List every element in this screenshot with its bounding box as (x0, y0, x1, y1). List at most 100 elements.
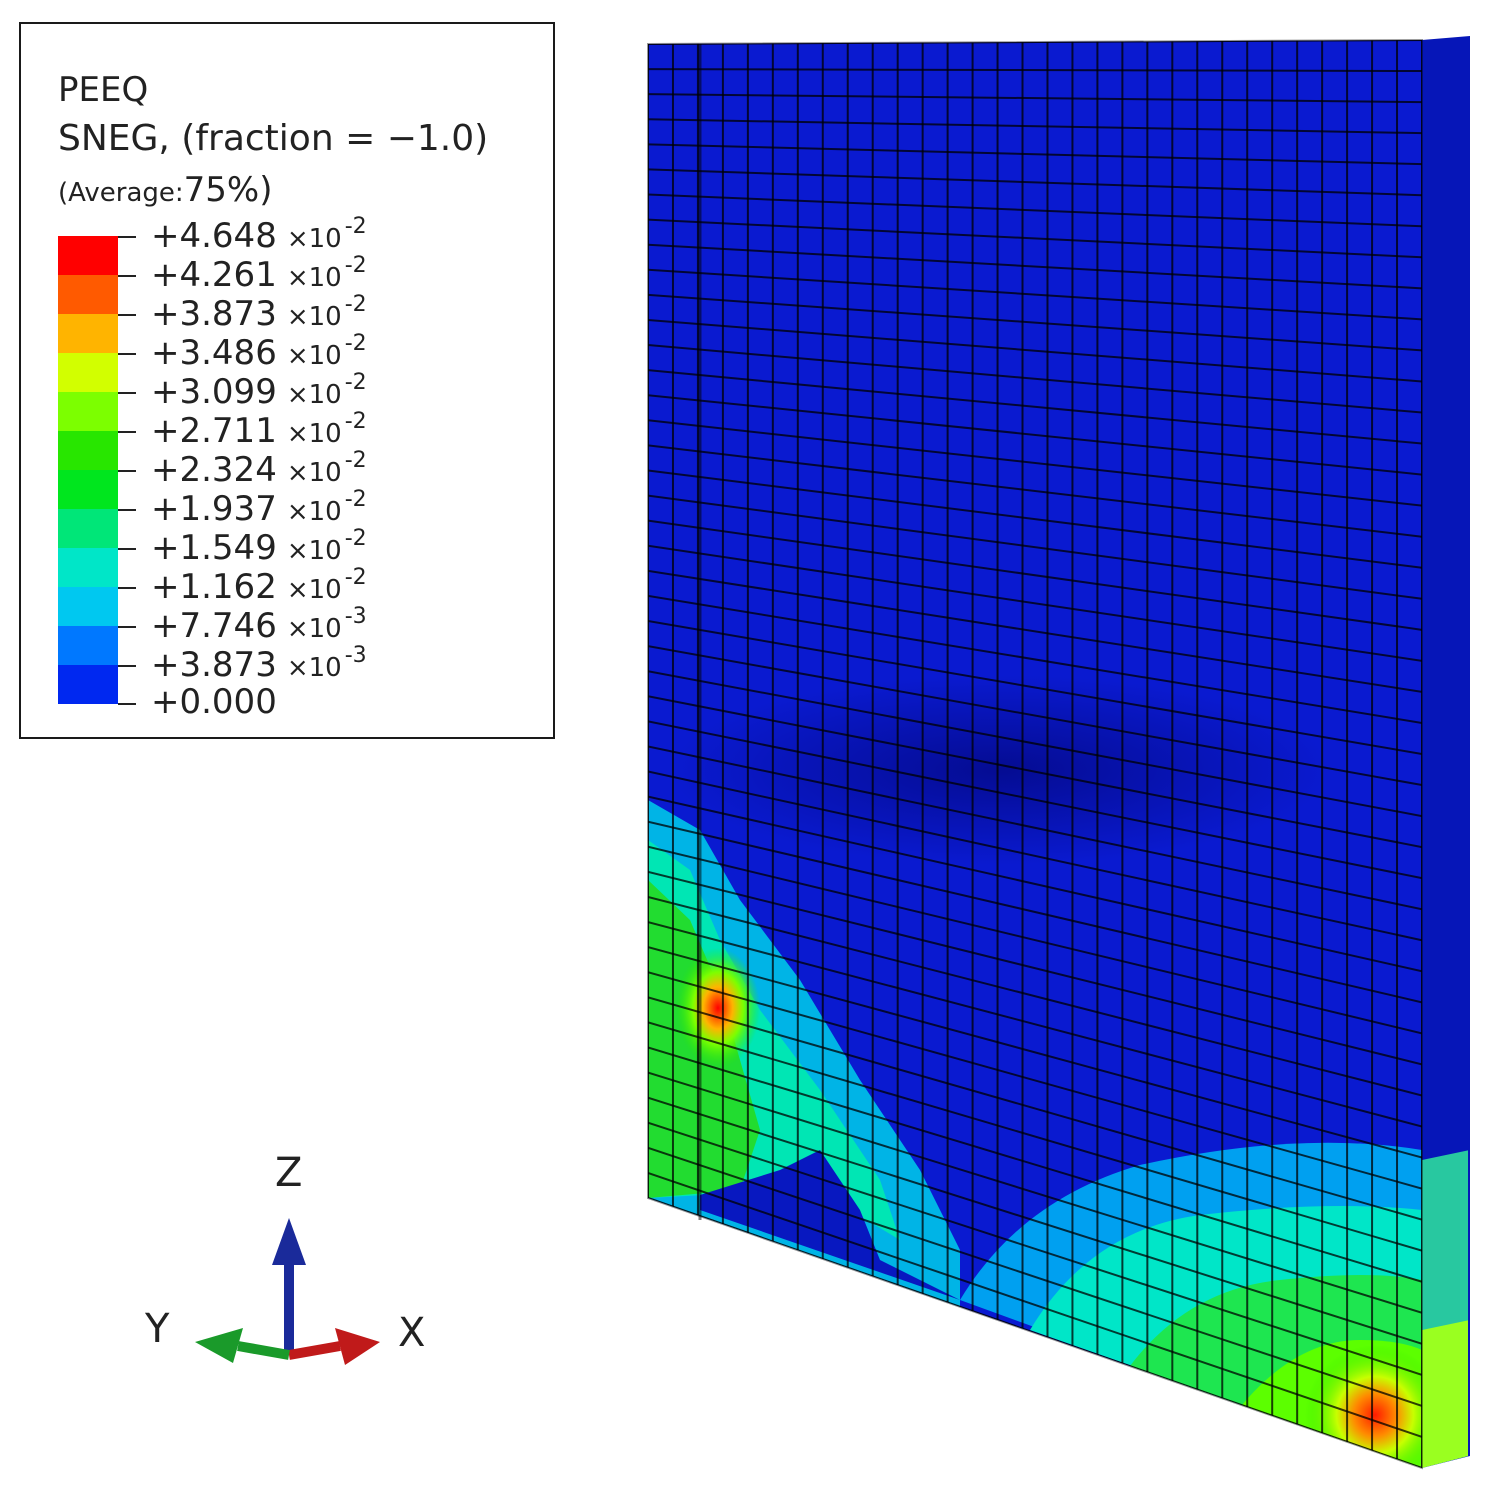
legend-level-multiplier: ×10 (286, 263, 342, 293)
model-front-face (647, 38, 1423, 1470)
legend-level-value: +1.937 (151, 489, 277, 529)
z-axis-label: Z (275, 1150, 303, 1196)
mesh-line-horizontal (648, 118, 1422, 135)
legend-level-value: +4.648 (151, 216, 277, 256)
legend-level-value: +0.000 (151, 682, 277, 722)
mesh-line-horizontal (648, 93, 1422, 104)
legend-band (58, 548, 118, 588)
mesh-line-horizontal (648, 845, 1422, 1035)
axis-triad (195, 1218, 380, 1365)
mesh-line-horizontal (648, 569, 1422, 693)
z-axis-arrow (272, 1218, 306, 1355)
legend-level-multiplier: ×10 (286, 419, 342, 449)
legend-variable-name: PEEQ (58, 70, 149, 110)
legend-level-multiplier: ×10 (286, 497, 342, 527)
legend-band (58, 314, 118, 354)
mesh-line-horizontal (648, 770, 1422, 942)
mesh-line-horizontal (648, 1146, 1422, 1407)
mesh-line-horizontal (648, 895, 1422, 1097)
legend-level-label: +4.648 ×10 -2 (151, 214, 367, 256)
legend-section-point: SNEG, (fraction = −1.0) (58, 118, 489, 159)
x-axis-arrow (288, 1328, 380, 1365)
legend-level-label: +3.873 ×10 -2 (151, 292, 367, 334)
legend-level-multiplier: ×10 (286, 380, 342, 410)
legend-level-multiplier: ×10 (286, 653, 342, 683)
legend-level-label: +3.099 ×10 -2 (151, 370, 367, 412)
mesh-line-horizontal (648, 946, 1422, 1159)
mesh-line-horizontal (648, 243, 1422, 290)
legend-level-label: +3.873 ×10 -3 (151, 643, 367, 685)
mesh-line-horizontal (648, 444, 1422, 538)
legend-level-label: +7.746 ×10 -3 (151, 604, 367, 646)
legend-level-exponent: -2 (344, 448, 367, 473)
legend-level-exponent: -2 (344, 565, 367, 590)
legend-level-multiplier: ×10 (286, 341, 342, 371)
legend-level-multiplier: ×10 (286, 614, 342, 644)
legend-level-exponent: -2 (344, 292, 367, 317)
legend-averaging: (Average:75%) (58, 170, 273, 210)
y-axis-label: Y (145, 1306, 170, 1352)
legend-level-value: +1.549 (151, 528, 277, 568)
legend-level-value: +2.324 (151, 450, 277, 490)
mesh-line-horizontal (648, 971, 1422, 1190)
legend-level-label: +2.324 ×10 -2 (151, 448, 367, 490)
mesh-line-horizontal (648, 394, 1422, 476)
legend-level-exponent: -2 (344, 487, 367, 512)
legend-band (58, 275, 118, 315)
legend-level-label: +2.711 ×10 -2 (151, 409, 367, 451)
legend-level-value: +3.873 (151, 294, 277, 334)
legend-band (58, 587, 118, 627)
mesh-line-horizontal (648, 218, 1422, 259)
mesh-line-horizontal (648, 344, 1422, 414)
model-side-face (1422, 36, 1470, 1468)
mesh-line-horizontal (648, 820, 1422, 1004)
legend-band (58, 470, 118, 510)
legend-level-label: +0.000 (151, 682, 277, 722)
contour-legend: PEEQ SNEG, (fraction = −1.0) (Average:75… (19, 22, 555, 739)
legend-level-exponent: -2 (344, 409, 367, 434)
mesh-line-horizontal (648, 921, 1422, 1128)
mesh-line-horizontal (648, 720, 1422, 880)
mesh-line-horizontal (648, 293, 1422, 352)
legend-level-label: +1.162 ×10 -2 (151, 565, 367, 607)
mesh-line-horizontal (648, 870, 1422, 1066)
mesh-line-horizontal (648, 469, 1422, 569)
mesh-line-horizontal (648, 68, 1422, 73)
legend-level-multiplier: ×10 (286, 458, 342, 488)
legend-level-multiplier: ×10 (286, 536, 342, 566)
legend-level-exponent: -2 (344, 331, 367, 356)
legend-level-value: +3.099 (151, 372, 277, 412)
legend-level-label: +3.486 ×10 -2 (151, 331, 367, 373)
mesh-line-horizontal (648, 519, 1422, 631)
legend-level-label: +4.261 ×10 -2 (151, 253, 367, 295)
mesh-line-horizontal (648, 1121, 1422, 1376)
mesh-line-horizontal (648, 544, 1422, 662)
mesh-line-horizontal (648, 369, 1422, 445)
mesh-line-horizontal (648, 419, 1422, 507)
mesh-line-horizontal (648, 795, 1422, 973)
legend-averaging-value: 75%) (183, 170, 273, 210)
mesh-line-horizontal (648, 645, 1422, 787)
mesh-line-horizontal (648, 594, 1422, 724)
legend-level-multiplier: ×10 (286, 302, 342, 332)
mesh-line-horizontal (648, 193, 1422, 228)
mesh-line-horizontal (648, 1197, 1422, 1468)
legend-band (58, 236, 118, 276)
legend-level-exponent: -2 (344, 526, 367, 551)
mesh-line-horizontal (648, 670, 1422, 818)
mesh-line-horizontal (648, 1046, 1422, 1283)
legend-level-value: +4.261 (151, 255, 277, 295)
mesh-line-horizontal (648, 1021, 1422, 1252)
legend-level-value: +3.873 (151, 645, 277, 685)
legend-band (58, 392, 118, 432)
legend-level-labels: +4.648 ×10 -2 +4.261 ×10 -2 +3.873 ×10 -2 +3.486 ×… (151, 24, 541, 741)
legend-level-multiplier: ×10 (286, 224, 342, 254)
mesh-line-horizontal (648, 268, 1422, 321)
legend-level-value: +1.162 (151, 567, 277, 607)
legend-level-exponent: -3 (344, 604, 367, 629)
legend-level-exponent: -3 (344, 643, 367, 668)
y-axis-arrow (195, 1328, 290, 1363)
mesh-line-horizontal (648, 996, 1422, 1221)
mesh-line-horizontal (648, 745, 1422, 911)
